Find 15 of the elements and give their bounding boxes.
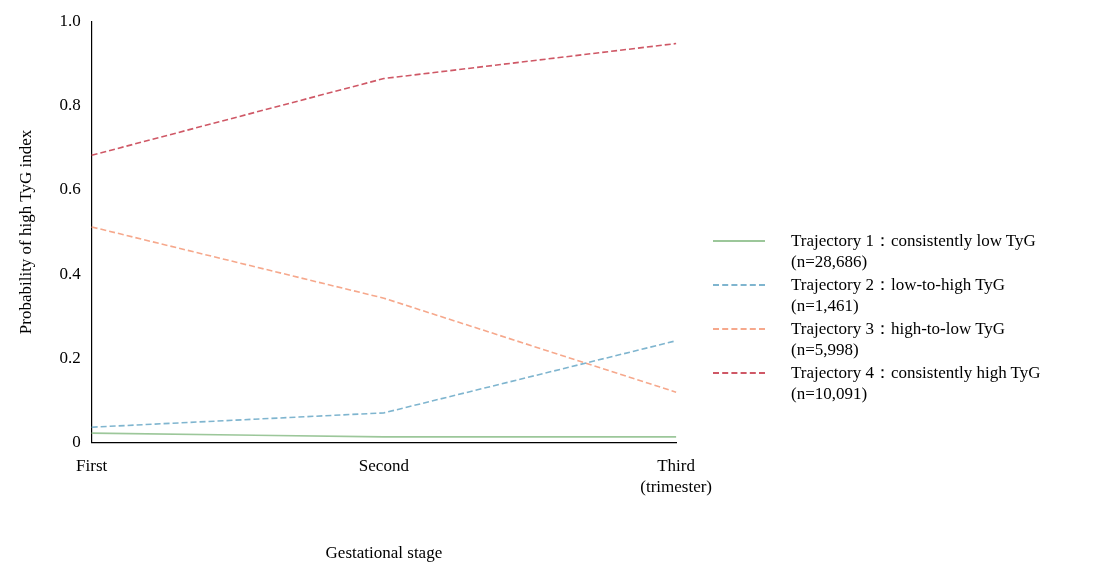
y-tick-label: 1.0 (59, 10, 81, 30)
y-tick-label: 0.6 (59, 179, 81, 199)
legend-label: Trajectory 4：consistently high TyG (n=10,091) (791, 362, 1041, 404)
legend-label: Trajectory 2：low-to-high TyG (n=1,461) (791, 274, 1006, 316)
legend-label: Trajectory 1：consistently low TyG (n=28,686) (791, 230, 1036, 272)
x-tick-label: Third (trimester) (640, 456, 712, 496)
y-tick-label: 0.4 (59, 263, 82, 283)
x-axis-title: Gestational stage (325, 543, 443, 563)
y-tick-label: 0.2 (59, 347, 81, 367)
x-tick-label: Second (358, 456, 410, 476)
y-tick-label: 0.8 (59, 94, 81, 114)
y-axis-title: Probability of high TyG index (15, 129, 35, 335)
x-tick-label: First (76, 456, 108, 476)
legend-label: Trajectory 3：high-to-low TyG (n=5,998) (791, 318, 1006, 360)
y-tick-label: 0 (72, 432, 81, 452)
